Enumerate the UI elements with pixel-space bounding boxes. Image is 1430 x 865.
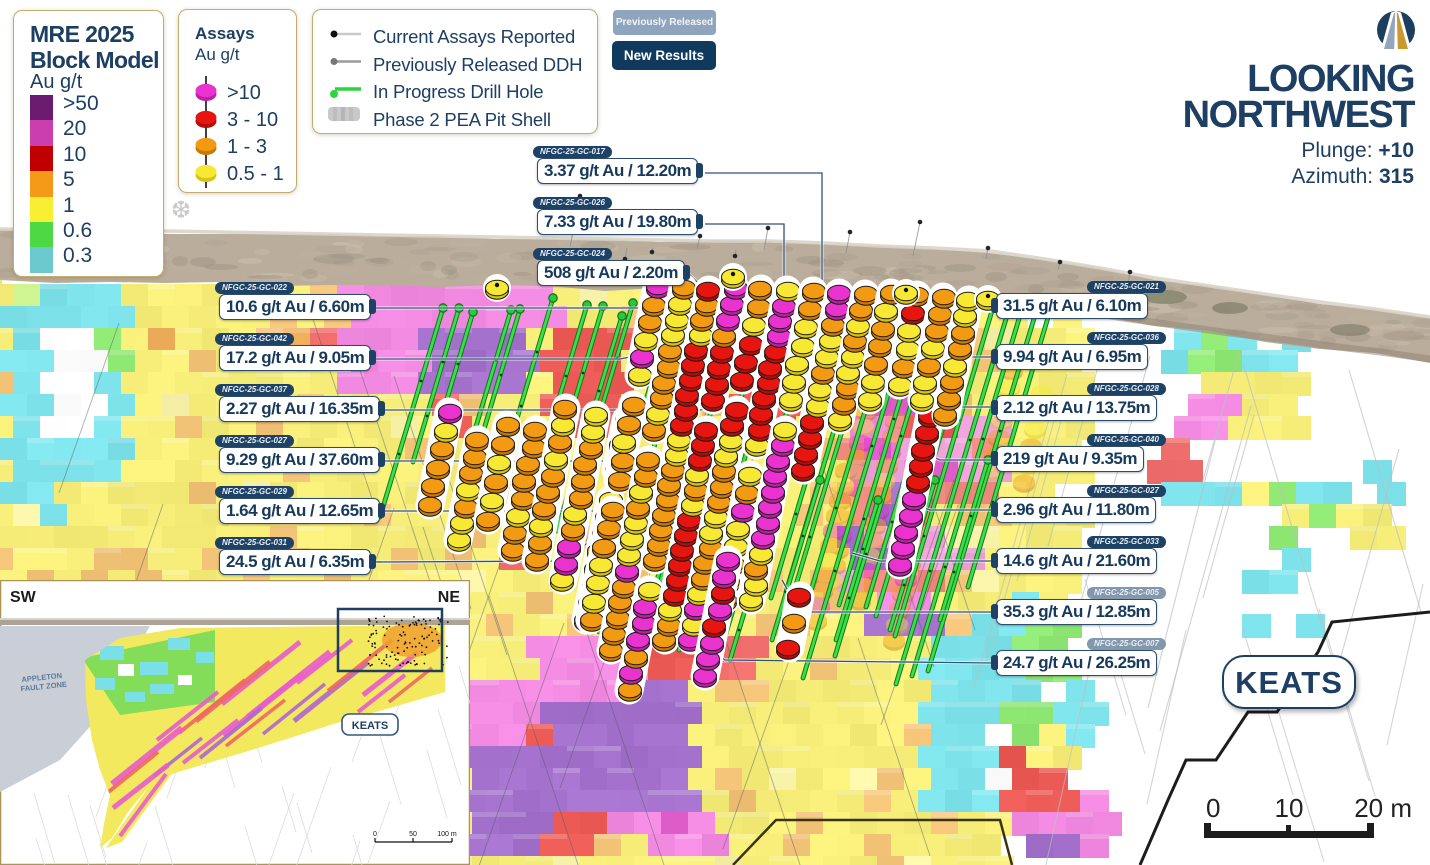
svg-text:0: 0 — [373, 831, 377, 838]
svg-text:20 m: 20 m — [1354, 795, 1412, 823]
svg-text:100 m: 100 m — [437, 831, 457, 838]
svg-text:APPLETON: APPLETON — [21, 671, 62, 684]
svg-text:KEATS: KEATS — [352, 720, 388, 732]
svg-text:50: 50 — [409, 831, 417, 838]
svg-text:0: 0 — [1206, 795, 1220, 823]
svg-text:10: 10 — [1275, 795, 1304, 823]
svg-text:NE: NE — [438, 589, 461, 606]
svg-text:SW: SW — [10, 589, 37, 606]
